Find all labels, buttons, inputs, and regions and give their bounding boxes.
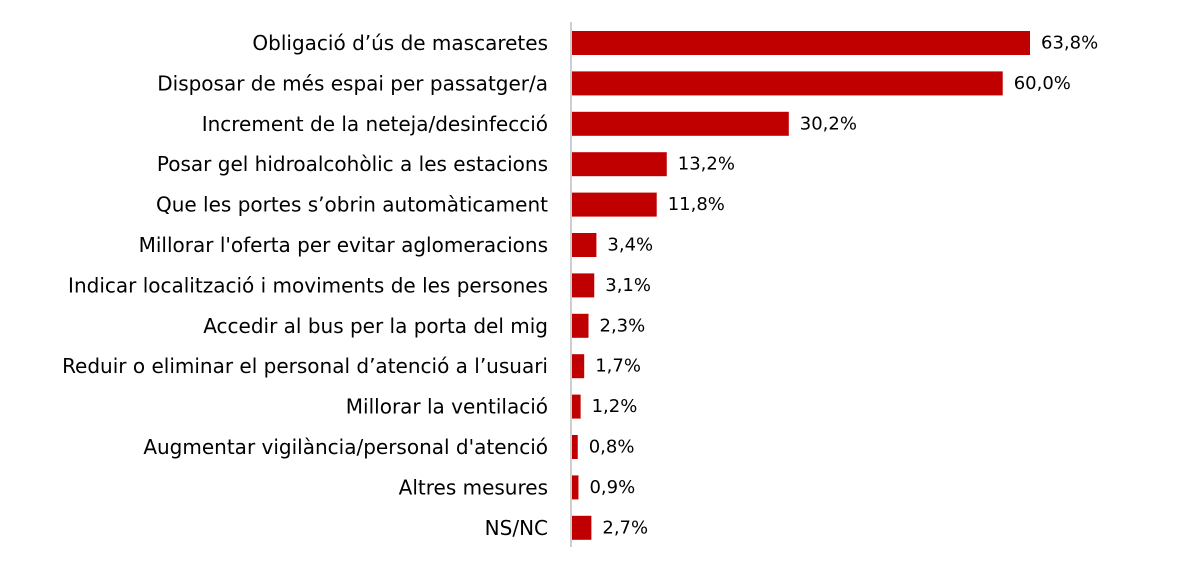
bar bbox=[572, 71, 1003, 96]
category-label: Indicar localització i moviments de les … bbox=[68, 273, 548, 297]
category-label: Que les portes s’obrin automàticament bbox=[156, 193, 548, 217]
bars-group bbox=[572, 31, 1030, 540]
value-label: 60,0% bbox=[1014, 73, 1071, 94]
bar bbox=[572, 152, 667, 177]
value-label: 0,9% bbox=[589, 477, 635, 498]
category-labels-group: Obligació d’ús de mascaretes Disposar de … bbox=[62, 31, 548, 540]
value-labels-group: 63,8% 60,0% 30,2% 13,2% 11,8% 3,4% 3,1% 2,3% 1,7… bbox=[589, 33, 1098, 539]
bar bbox=[572, 475, 579, 500]
value-label: 3,4% bbox=[607, 235, 653, 256]
category-label: Altres mesures bbox=[399, 475, 548, 499]
bar bbox=[572, 192, 657, 217]
bar bbox=[572, 354, 585, 379]
value-label: 63,8% bbox=[1041, 33, 1098, 54]
value-label: 3,1% bbox=[605, 275, 651, 296]
category-label: Accedir al bus per la porta del mig bbox=[203, 314, 548, 338]
category-label: Disposar de més espai per passatger/a bbox=[157, 71, 548, 95]
value-label: 1,7% bbox=[595, 356, 641, 377]
category-label: Reduir o eliminar el personal d’atenció … bbox=[62, 354, 548, 378]
category-label: Obligació d’ús de mascaretes bbox=[252, 31, 548, 55]
value-label: 13,2% bbox=[678, 154, 735, 175]
value-label: 2,7% bbox=[602, 517, 648, 538]
category-label: Augmentar vigilància/personal d'atenció bbox=[143, 435, 548, 459]
category-label: Millorar l'oferta per evitar aglomeracio… bbox=[139, 233, 548, 257]
category-label: Increment de la neteja/desinfecció bbox=[202, 112, 548, 136]
bar bbox=[572, 111, 789, 136]
category-label: NS/NC bbox=[485, 516, 548, 540]
value-label: 30,2% bbox=[800, 113, 857, 134]
value-label: 11,8% bbox=[668, 194, 725, 215]
category-label: Millorar la ventilació bbox=[346, 395, 548, 419]
bar bbox=[572, 313, 589, 338]
bar bbox=[572, 273, 595, 298]
bar bbox=[572, 515, 592, 540]
category-label: Posar gel hidroalcohòlic a les estacions bbox=[157, 152, 548, 176]
bar bbox=[572, 31, 1030, 55]
value-label: 0,8% bbox=[589, 437, 635, 458]
bar bbox=[572, 394, 581, 419]
bar bbox=[572, 435, 578, 459]
bar bbox=[572, 233, 597, 257]
value-label: 1,2% bbox=[592, 396, 638, 417]
value-label: 2,3% bbox=[600, 315, 646, 336]
